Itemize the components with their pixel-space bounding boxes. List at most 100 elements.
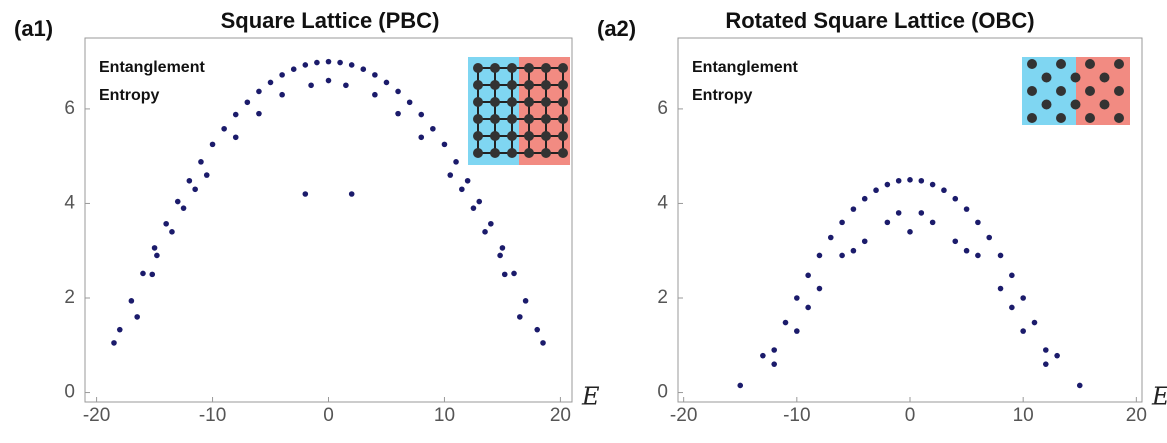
- data-point: [839, 252, 845, 259]
- data-point: [511, 270, 517, 277]
- data-point: [418, 134, 425, 141]
- inset-region: [519, 57, 570, 165]
- lattice-site: [1056, 59, 1066, 69]
- y-tick-label: 0: [657, 382, 668, 403]
- lattice-site: [558, 63, 568, 73]
- lattice-site: [507, 148, 517, 158]
- data-point: [348, 191, 355, 197]
- lattice-site: [524, 97, 534, 107]
- data-point: [952, 238, 959, 245]
- data-point: [827, 234, 834, 241]
- data-point: [873, 187, 879, 194]
- data-point: [794, 328, 800, 334]
- data-point: [308, 82, 314, 89]
- inset-lattice: [468, 57, 570, 165]
- data-point: [839, 219, 845, 226]
- lattice-site: [558, 80, 568, 90]
- panel-label: (a2): [597, 16, 636, 41]
- lattice-site: [1027, 86, 1037, 96]
- data-point: [151, 245, 158, 251]
- data-point: [482, 229, 488, 235]
- lattice-site: [1114, 86, 1124, 96]
- lattice-site: [1099, 72, 1110, 83]
- lattice-site: [490, 114, 500, 124]
- data-point: [907, 229, 913, 235]
- data-point: [232, 134, 239, 141]
- chart-title: Rotated Square Lattice (OBC): [725, 8, 1034, 33]
- data-point: [203, 172, 210, 178]
- data-point: [302, 191, 309, 197]
- lattice-site: [473, 63, 483, 73]
- x-tick-label: 10: [1013, 405, 1034, 426]
- data-point: [348, 62, 355, 68]
- lattice-site: [1027, 59, 1037, 69]
- lattice-site: [1041, 99, 1052, 110]
- data-point: [1076, 382, 1083, 389]
- lattice-site: [473, 80, 483, 90]
- data-point: [1009, 304, 1015, 311]
- data-point: [198, 159, 204, 165]
- data-point: [861, 195, 868, 202]
- annotation: Entanglement: [99, 59, 205, 76]
- lattice-site: [507, 114, 517, 124]
- data-point: [805, 304, 811, 311]
- data-point: [154, 252, 160, 259]
- data-point: [1043, 347, 1049, 353]
- lattice-site: [524, 114, 534, 124]
- data-point: [941, 187, 947, 194]
- data-point: [760, 352, 766, 359]
- lattice-site: [558, 148, 568, 158]
- lattice-site: [507, 131, 517, 141]
- data-point: [186, 177, 193, 184]
- data-point: [952, 195, 959, 202]
- data-point: [737, 382, 744, 389]
- x-tick-label: -20: [670, 405, 697, 426]
- lattice-site: [1070, 72, 1081, 83]
- y-tick-label: 6: [657, 98, 668, 119]
- data-point: [209, 141, 216, 148]
- panel-label: (a1): [14, 16, 53, 41]
- lattice-site: [558, 114, 568, 124]
- x-tick-label: 10: [434, 405, 455, 426]
- x-tick-label: -10: [783, 405, 810, 426]
- data-point: [1009, 272, 1015, 279]
- data-point: [406, 99, 413, 106]
- data-point: [459, 186, 465, 193]
- data-point: [975, 219, 981, 226]
- data-point: [372, 91, 378, 98]
- data-point: [395, 88, 401, 95]
- lattice-site: [473, 148, 483, 158]
- data-point: [325, 77, 332, 84]
- data-point: [383, 79, 390, 86]
- data-point: [497, 252, 503, 259]
- data-point: [540, 340, 546, 346]
- data-point: [895, 177, 902, 184]
- data-point: [476, 198, 483, 205]
- y-tick-label: 2: [64, 287, 75, 308]
- x-axis-label: E: [1151, 383, 1167, 411]
- lattice-site: [541, 97, 551, 107]
- data-point: [884, 219, 891, 226]
- data-point: [884, 181, 891, 188]
- lattice-site: [524, 80, 534, 90]
- data-point: [192, 186, 198, 193]
- y-tick-label: 0: [64, 382, 75, 403]
- lattice-site: [541, 131, 551, 141]
- y-tick-label: 2: [657, 287, 668, 308]
- data-point: [895, 210, 902, 216]
- data-point: [907, 177, 913, 183]
- data-point: [997, 285, 1004, 292]
- data-point: [986, 234, 993, 241]
- annotation: Entropy: [692, 87, 753, 104]
- data-point: [279, 72, 285, 78]
- data-point: [1054, 352, 1060, 359]
- inset-region: [468, 57, 519, 165]
- data-point: [816, 285, 823, 292]
- lattice-site: [490, 97, 500, 107]
- data-point: [111, 340, 117, 346]
- lattice-site: [524, 63, 534, 73]
- inset-lattice: [1022, 57, 1130, 125]
- data-point: [174, 198, 181, 205]
- annotation: Entanglement: [692, 59, 798, 76]
